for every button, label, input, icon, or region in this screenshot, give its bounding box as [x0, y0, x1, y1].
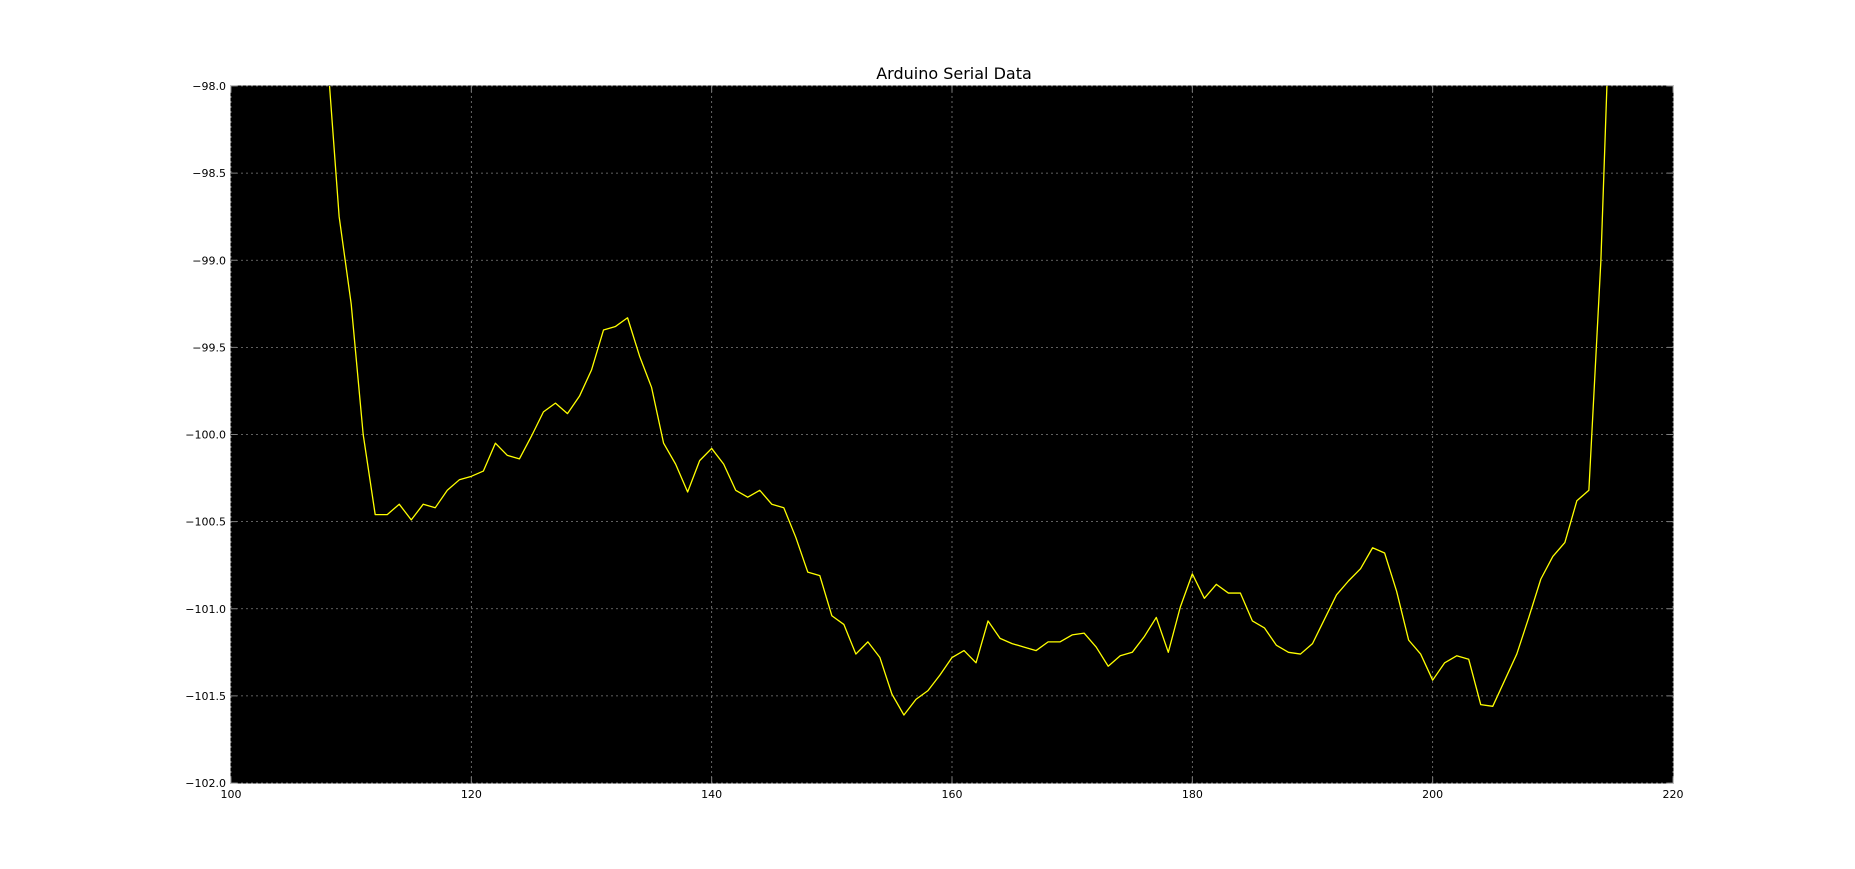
axis-ticks: 100 120 140 160 180 200 220 −98.0 −98.5 −99.0 −99.…: [185, 80, 1683, 801]
y-tick-label: −100.0: [185, 429, 226, 442]
y-tick-label: −98.5: [192, 167, 226, 180]
series-layer: [328, 86, 1608, 716]
x-tick-label: 160: [942, 788, 963, 801]
y-tick-label: −99.0: [192, 254, 226, 267]
series-line: [328, 86, 1608, 716]
y-tick-label: −101.5: [185, 690, 226, 703]
x-tick-label: 200: [1422, 788, 1443, 801]
x-tick-label: 220: [1663, 788, 1684, 801]
x-tick-label: 140: [701, 788, 722, 801]
y-tick-label: −98.0: [192, 80, 226, 93]
x-tick-label: 120: [461, 788, 482, 801]
x-tick-label: 180: [1182, 788, 1203, 801]
chart-title: Arduino Serial Data: [876, 64, 1032, 83]
y-tick-label: −102.0: [185, 777, 226, 790]
y-tick-label: −101.0: [185, 603, 226, 616]
x-tick-label: 100: [221, 788, 242, 801]
y-tick-label: −99.5: [192, 341, 226, 354]
y-tick-label: −100.5: [185, 516, 226, 529]
